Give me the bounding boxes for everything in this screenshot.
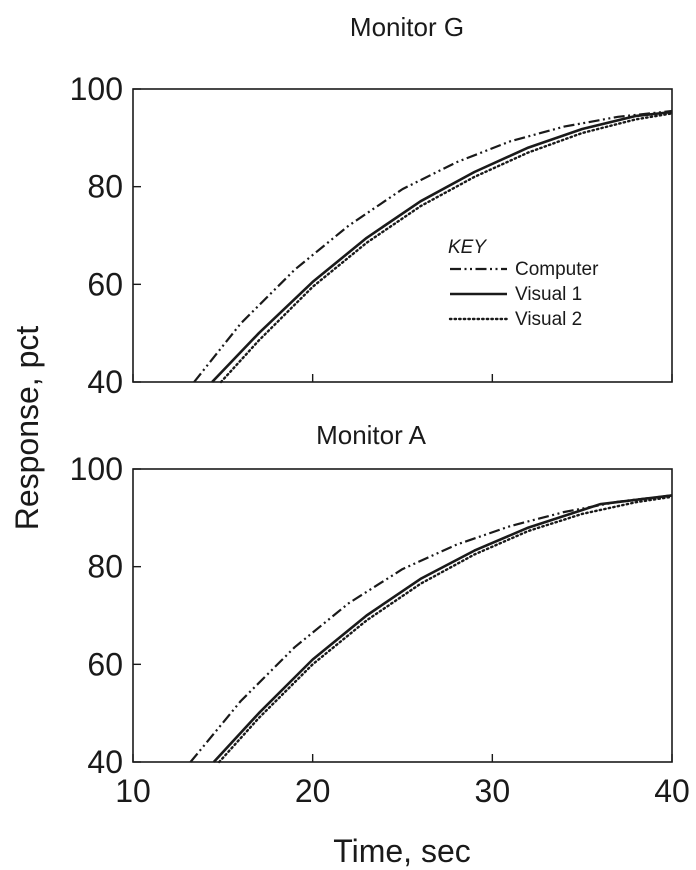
y-tick-label: 100	[70, 71, 123, 107]
y-tick-label: 100	[70, 451, 123, 487]
legend: KEY Computer Visual 1 Visual 2	[448, 237, 599, 330]
series-line-visual-2	[219, 112, 674, 384]
series-line-visual-1	[211, 110, 673, 383]
x-tick-label: 30	[475, 773, 511, 809]
y-tick-label: 40	[87, 364, 123, 400]
y-tick-label: 80	[87, 549, 123, 585]
y-tick-label: 60	[87, 266, 123, 302]
y-tick-label: 40	[87, 744, 123, 780]
series-line-computer	[189, 494, 673, 763]
plot-frame	[132, 468, 673, 763]
y-tick-label: 80	[87, 169, 123, 205]
series-line-visual-2	[218, 495, 674, 764]
x-tick-label: 10	[115, 773, 151, 809]
legend-label-visual-2: Visual 2	[515, 309, 582, 330]
plot-frame	[132, 88, 673, 383]
legend-label-computer: Computer	[515, 259, 599, 280]
panel-title-monitor-a: Monitor A	[316, 420, 426, 450]
y-axis-title: Response, pct	[9, 326, 45, 531]
series-line-visual-1	[212, 494, 673, 763]
x-tick-label: 40	[654, 773, 690, 809]
monitor-g-panel: Monitor G 40 60 80 100 KEY Computer Visual 1 Vi…	[70, 12, 674, 400]
x-axis-title: Time, sec	[333, 833, 471, 869]
monitor-a-panel: Monitor A 40 60 80 100 10 20 30 40	[70, 420, 690, 809]
panel-title-monitor-g: Monitor G	[350, 12, 464, 42]
legend-title: KEY	[448, 237, 487, 258]
y-tick-label: 60	[87, 646, 123, 682]
x-tick-label: 20	[295, 773, 331, 809]
series-line-computer	[193, 109, 673, 383]
legend-label-visual-1: Visual 1	[515, 284, 582, 305]
